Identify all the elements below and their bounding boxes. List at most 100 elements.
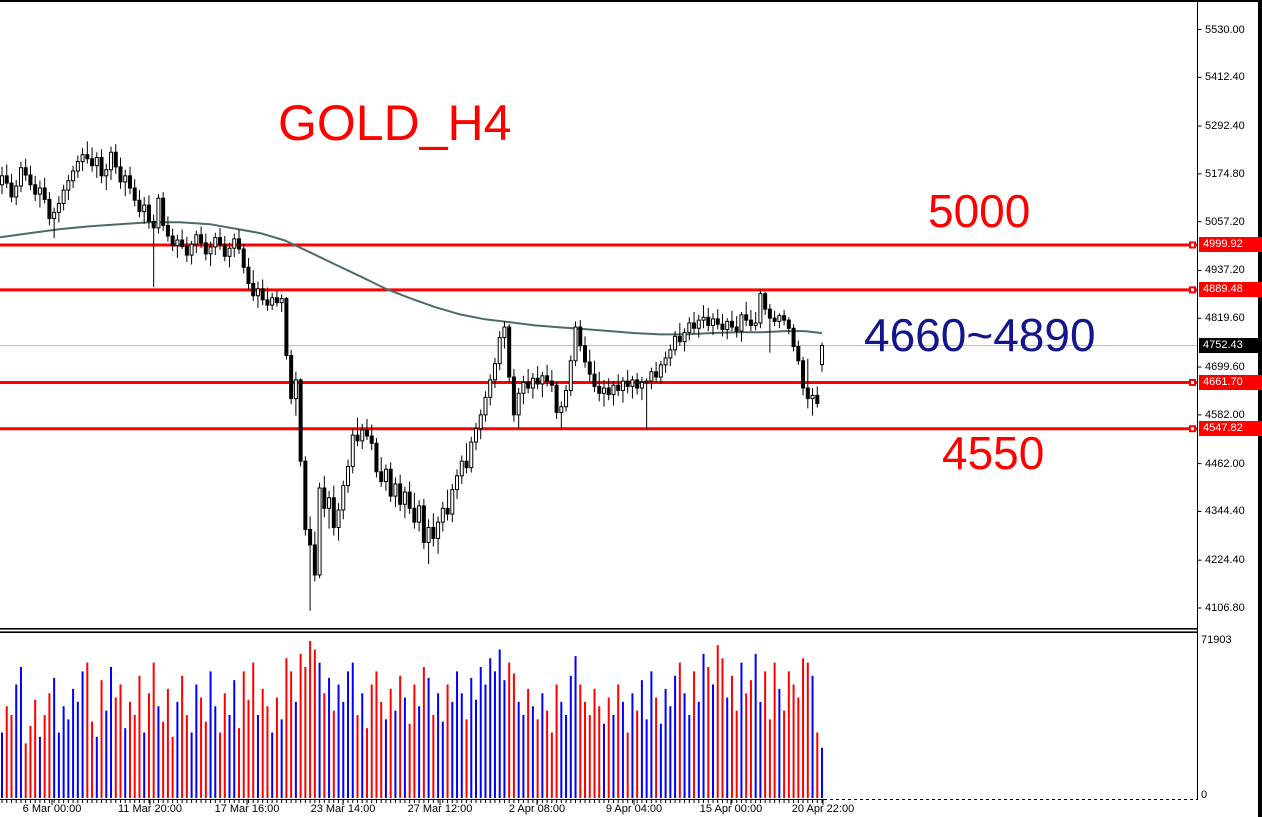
candle-body [734, 326, 739, 332]
price-axis-tick-label: 5412.40 [1205, 71, 1245, 84]
price-axis-tick-label: 4699.60 [1205, 361, 1245, 374]
support-4550-annotation: 4550 [942, 427, 1045, 479]
window-top-border [0, 0, 1262, 2]
candle-body [696, 319, 701, 329]
price-axis-tick-label: 4582.00 [1205, 408, 1245, 421]
candle-body [777, 315, 782, 322]
candle-body [578, 326, 583, 347]
candle-body [213, 237, 218, 248]
candle-body [450, 489, 455, 515]
range-4660-4890-annotation: 4660~4890 [864, 309, 1096, 361]
candle-body [123, 175, 128, 183]
candle-body [66, 180, 71, 191]
candle-body [488, 379, 493, 398]
candle-body [583, 345, 588, 363]
candle-body [739, 314, 744, 332]
candle-body [113, 151, 118, 168]
candle-body [94, 157, 99, 167]
pane-divider-bottom[interactable] [0, 631, 1197, 633]
candle-body [346, 465, 351, 487]
candle-body [772, 317, 777, 322]
candle-body [720, 323, 725, 330]
candle-body [758, 293, 763, 324]
candle-body [611, 384, 616, 396]
candle-body [61, 189, 66, 204]
candle-body [782, 315, 787, 321]
candle-body [265, 299, 270, 306]
time-axis-label: 6 Mar 00:00 [22, 803, 82, 815]
candle-body [805, 387, 810, 400]
candle-body [355, 434, 360, 442]
candle-body [303, 460, 308, 530]
candle-body [445, 507, 450, 515]
level-price-badge[interactable]: 4999.92 [1199, 237, 1262, 253]
candle-body [379, 471, 384, 483]
candle-body [0, 175, 4, 186]
candle-body [75, 161, 80, 172]
candle-body [706, 316, 711, 326]
resistance-5000-annotation: 5000 [928, 185, 1031, 237]
candle-body [635, 379, 640, 389]
candle-body [715, 318, 720, 325]
level-price-badge[interactable]: 4889.48 [1199, 282, 1262, 298]
candle-body [625, 380, 630, 387]
candle-body [526, 381, 531, 389]
candle-body [104, 169, 109, 177]
candle-body [507, 326, 512, 378]
pane-divider-top[interactable] [0, 628, 1197, 630]
candle-body [601, 387, 606, 394]
level-price-badge[interactable]: 4661.70 [1199, 374, 1262, 390]
price-axis-tick-label: 5057.20 [1205, 215, 1245, 228]
candle-body [279, 298, 284, 304]
candle-body [175, 239, 180, 247]
candle-body [516, 392, 521, 416]
candle-body [336, 509, 341, 528]
candle-body [687, 322, 692, 333]
candle-body [331, 497, 336, 528]
candle-body [701, 316, 706, 321]
candle-body [711, 318, 715, 326]
candle-body [298, 379, 303, 462]
candle-body [9, 182, 14, 198]
candle-body [801, 360, 806, 389]
candle-body [327, 497, 332, 509]
candle-body [630, 379, 635, 387]
current-price-badge: 4752.43 [1199, 338, 1262, 354]
candle-body [483, 396, 488, 416]
candle-body [786, 319, 791, 329]
candle-body [218, 237, 223, 246]
candle-body [568, 360, 573, 391]
price-axis-tick-label: 4224.40 [1205, 554, 1245, 567]
level-line-handle-dot [1191, 380, 1194, 384]
candle-body [497, 337, 502, 365]
price-axis-tick-label: 4819.60 [1205, 312, 1245, 325]
candle-body [251, 283, 256, 297]
candle-body [47, 198, 52, 220]
candle-body [194, 234, 199, 245]
candle-body [360, 429, 365, 442]
candle-body [132, 187, 137, 201]
candle-body [52, 211, 57, 220]
level-price-badge[interactable]: 4547.82 [1199, 421, 1262, 437]
candle-body [165, 224, 170, 237]
candle-body [673, 335, 678, 351]
price-axis-tick-label: 4462.00 [1205, 457, 1245, 470]
candle-body [317, 487, 322, 576]
candle-body [815, 394, 820, 404]
candle-body [308, 528, 313, 546]
candle-body [56, 202, 61, 213]
candle-body [564, 389, 569, 408]
candle-body [18, 167, 23, 187]
time-axis-label: 2 Apr 08:00 [508, 803, 566, 815]
candle-body [692, 322, 697, 329]
level-line-handle-dot [1191, 288, 1194, 292]
candle-body [322, 487, 327, 509]
candle-body [649, 371, 654, 382]
time-axis-label: 15 Apr 00:00 [699, 803, 763, 815]
price-axis-tick-label: 4937.20 [1205, 264, 1245, 277]
volume-axis-min-label: 0 [1201, 789, 1208, 801]
candle-body [90, 158, 95, 167]
time-axis-label: 9 Apr 04:00 [605, 803, 663, 815]
